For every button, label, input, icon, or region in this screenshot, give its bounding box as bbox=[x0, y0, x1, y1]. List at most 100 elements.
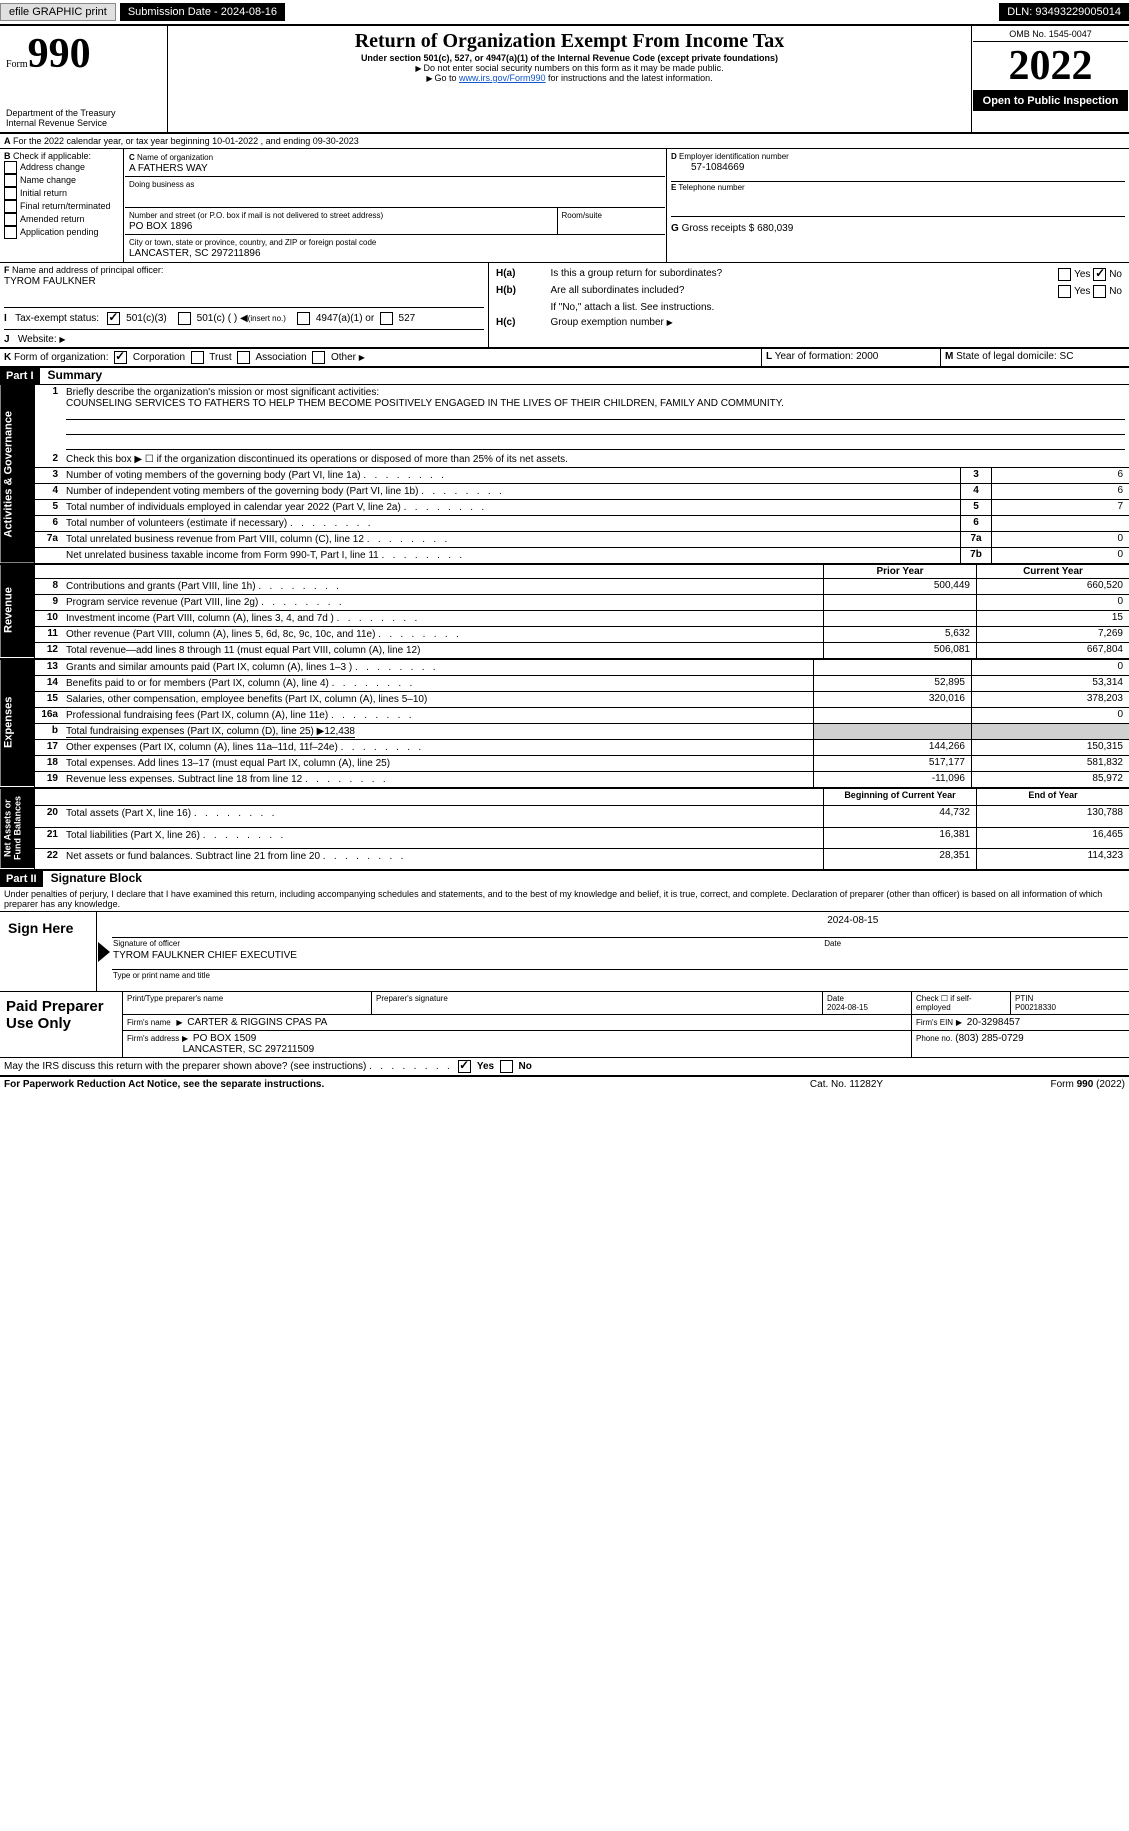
cb-discuss-yes[interactable] bbox=[458, 1060, 471, 1073]
cb-other[interactable] bbox=[312, 351, 325, 364]
ein: 57-1084669 bbox=[671, 162, 1125, 173]
r8-t: Contributions and grants (Part VIII, lin… bbox=[66, 581, 339, 592]
hc-label: Group exemption number bbox=[550, 317, 663, 328]
city: LANCASTER, SC 297211896 bbox=[129, 248, 261, 259]
e14-py: 52,895 bbox=[814, 676, 972, 692]
cb-ha-no[interactable] bbox=[1093, 268, 1106, 281]
cb-corp[interactable] bbox=[114, 351, 127, 364]
eoy-hdr: End of Year bbox=[977, 788, 1129, 806]
cb-initial[interactable] bbox=[4, 187, 17, 200]
hb-note: If "No," attach a list. See instructions… bbox=[549, 301, 1123, 314]
street-label: Number and street (or P.O. box if mail i… bbox=[129, 211, 383, 220]
submission-date: Submission Date - 2024-08-16 bbox=[120, 3, 285, 21]
tax-exempt-label: Tax-exempt status: bbox=[15, 313, 99, 324]
opt-501c3: 501(c)(3) bbox=[126, 313, 167, 324]
row7a-box: 7a bbox=[961, 532, 992, 548]
row7a-v: 0 bbox=[992, 532, 1129, 548]
row3-box: 3 bbox=[961, 468, 992, 484]
form990-link[interactable]: www.irs.gov/Form990 bbox=[459, 73, 546, 83]
open-public: Open to Public Inspection bbox=[973, 91, 1128, 111]
firm-phone-label: Phone no. bbox=[916, 1034, 952, 1043]
cb-4947[interactable] bbox=[297, 312, 310, 325]
r10-n: 10 bbox=[35, 611, 63, 627]
cb-527[interactable] bbox=[380, 312, 393, 325]
cb-final[interactable] bbox=[4, 200, 17, 213]
cb-amended[interactable] bbox=[4, 213, 17, 226]
n21-py: 16,381 bbox=[824, 827, 977, 848]
gross-label: Gross receipts $ bbox=[682, 223, 755, 234]
row3-t: Number of voting members of the governin… bbox=[66, 470, 444, 481]
row3-n: 3 bbox=[35, 468, 63, 484]
ein-label: Employer identification number bbox=[679, 152, 789, 161]
l-label: Year of formation: bbox=[775, 351, 854, 362]
officer-typed: TYROM FAULKNER CHIEF EXECUTIVE bbox=[112, 949, 1128, 970]
note-ssn: Do not enter social security numbers on … bbox=[424, 63, 724, 73]
cb-trust[interactable] bbox=[191, 351, 204, 364]
opt-4947: 4947(a)(1) or bbox=[316, 313, 374, 324]
e16b-n: b bbox=[35, 724, 63, 740]
omb-no: OMB No. 1545-0047 bbox=[973, 27, 1128, 42]
row7b-v: 0 bbox=[992, 548, 1129, 564]
org-name: A FATHERS WAY bbox=[129, 163, 208, 174]
e15-cy: 378,203 bbox=[972, 692, 1129, 708]
e14-t: Benefits paid to or for members (Part IX… bbox=[66, 678, 412, 689]
paid-preparer: Paid Preparer Use Only bbox=[0, 992, 123, 1058]
opt-final: Final return/terminated bbox=[20, 201, 111, 211]
ha-no: No bbox=[1109, 269, 1122, 280]
e16b-t: Total fundraising expenses (Part IX, col… bbox=[66, 726, 355, 738]
r12-cy: 667,804 bbox=[977, 643, 1129, 659]
e16a-t: Professional fundraising fees (Part IX, … bbox=[66, 710, 412, 721]
e14-cy: 53,314 bbox=[972, 676, 1129, 692]
cb-ha-yes[interactable] bbox=[1058, 268, 1071, 281]
penalty-text: Under penalties of perjury, I declare th… bbox=[0, 887, 1129, 911]
opt-other: Other bbox=[331, 352, 356, 363]
opt-name: Name change bbox=[20, 175, 76, 185]
opt-corp: Corporation bbox=[133, 352, 185, 363]
row7b-box: 7b bbox=[961, 548, 992, 564]
year-formation: 2000 bbox=[856, 351, 878, 362]
efile-print[interactable]: efile GRAPHIC print bbox=[0, 3, 116, 21]
row7a-t: Total unrelated business revenue from Pa… bbox=[66, 534, 447, 545]
cb-discuss-no[interactable] bbox=[500, 1060, 513, 1073]
cb-pending[interactable] bbox=[4, 226, 17, 239]
tab-revenue: Revenue bbox=[0, 564, 35, 658]
officer-name: TYROM FAULKNER bbox=[4, 276, 96, 287]
m-label: State of legal domicile: bbox=[956, 351, 1057, 362]
row7b-t: Net unrelated business taxable income fr… bbox=[66, 550, 462, 561]
cb-hb-yes[interactable] bbox=[1058, 285, 1071, 298]
part2-hdr: Part II bbox=[0, 871, 43, 887]
fein-label: Firm's EIN bbox=[916, 1018, 953, 1027]
tab-expenses: Expenses bbox=[0, 659, 35, 787]
r11-py: 5,632 bbox=[824, 627, 977, 643]
state-domicile: SC bbox=[1060, 351, 1074, 362]
row6-n: 6 bbox=[35, 516, 63, 532]
cb-assoc[interactable] bbox=[237, 351, 250, 364]
row4-n: 4 bbox=[35, 484, 63, 500]
opt-address: Address change bbox=[20, 162, 85, 172]
cb-name[interactable] bbox=[4, 174, 17, 187]
hb-no: No bbox=[1109, 286, 1122, 297]
e13-t: Grants and similar amounts paid (Part IX… bbox=[66, 662, 436, 673]
b-label: Check if applicable: bbox=[13, 151, 91, 161]
cb-address[interactable] bbox=[4, 161, 17, 174]
dba-label: Doing business as bbox=[129, 180, 194, 189]
phone-label: Telephone number bbox=[678, 183, 744, 192]
discuss-yes: Yes bbox=[477, 1061, 494, 1072]
e15-t: Salaries, other compensation, employee b… bbox=[62, 692, 814, 708]
row6-t: Total number of volunteers (estimate if … bbox=[66, 518, 371, 529]
n22-py: 28,351 bbox=[824, 848, 977, 869]
form-subtitle: Under section 501(c), 527, or 4947(a)(1)… bbox=[174, 53, 965, 63]
cb-hb-no[interactable] bbox=[1093, 285, 1106, 298]
row5-v: 7 bbox=[992, 500, 1129, 516]
cb-501c[interactable] bbox=[178, 312, 191, 325]
firm-addr1: PO BOX 1509 bbox=[193, 1033, 256, 1044]
opt-trust: Trust bbox=[209, 352, 231, 363]
cb-501c3[interactable] bbox=[107, 312, 120, 325]
e17-t: Other expenses (Part IX, column (A), lin… bbox=[66, 742, 421, 753]
insert-no: (insert no.) bbox=[248, 314, 286, 323]
street: PO BOX 1896 bbox=[129, 221, 192, 232]
e16a-cy: 0 bbox=[972, 708, 1129, 724]
tab-activities: Activities & Governance bbox=[0, 385, 35, 564]
r8-py: 500,449 bbox=[824, 579, 977, 595]
part2-title: Signature Block bbox=[43, 871, 142, 885]
